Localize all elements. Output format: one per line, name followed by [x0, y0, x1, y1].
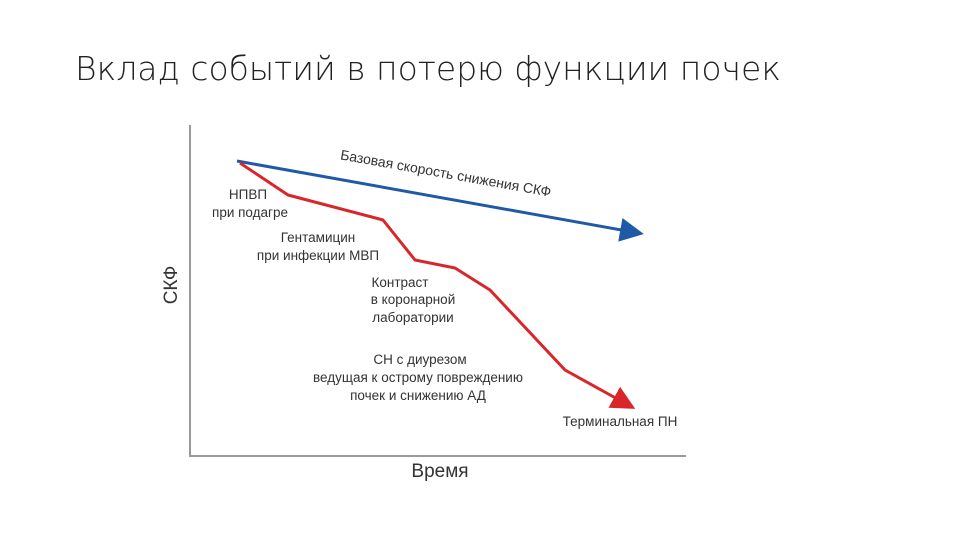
event-label: почек и снижению АД: [350, 388, 486, 403]
baseline-line: [236, 159, 644, 242]
event-label: НПВП: [229, 187, 267, 202]
event-label: лаборатории: [372, 310, 453, 325]
y-axis-label: СКФ: [161, 266, 182, 305]
diagram: Базовая скорость снижения СКФ НПВП при п…: [161, 125, 686, 482]
end-label: Терминальная ПН: [563, 414, 678, 429]
event-label: при подагре: [212, 205, 288, 220]
event-label: СН с диурезом: [373, 352, 466, 367]
event-label: при инфекции МВП: [257, 248, 379, 263]
event-label: Контраст: [372, 275, 429, 290]
event-label: в коронарной: [371, 292, 455, 307]
event-label: Гентамицин: [281, 230, 355, 245]
baseline-label: Базовая скорость снижения СКФ: [339, 146, 552, 199]
event-line: [239, 161, 636, 409]
event-label: ведущая к острому повреждению: [313, 370, 523, 385]
x-axis-label: Время: [411, 461, 468, 482]
slide-title: Вклад событий в потерю функции почек: [75, 49, 781, 88]
